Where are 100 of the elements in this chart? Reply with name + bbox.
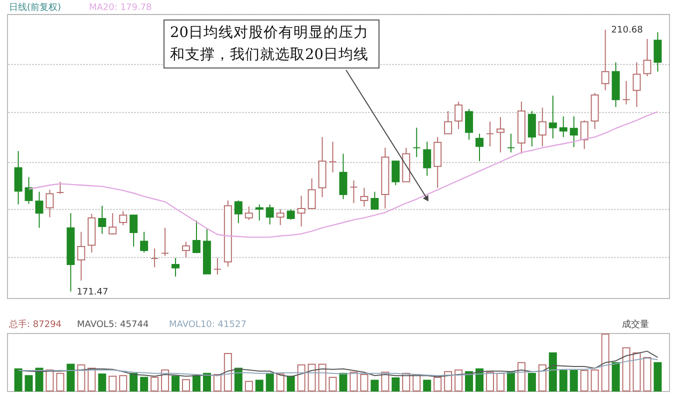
bar (213, 374, 222, 392)
candlestick (548, 95, 557, 139)
text: 成交量 (622, 319, 649, 330)
candlestick (559, 116, 568, 138)
candlestick (538, 107, 546, 147)
candlestick (119, 210, 128, 226)
candlestick (486, 121, 494, 147)
bar (622, 347, 630, 392)
bar (202, 372, 211, 392)
candlestick (276, 208, 284, 226)
annotation: 210.68 (611, 26, 644, 36)
bar (234, 368, 242, 392)
bar (517, 362, 526, 392)
candlestick (266, 204, 274, 225)
bar (423, 380, 432, 392)
candlestick (172, 257, 180, 278)
text: 总手: 87294 (8, 319, 62, 330)
candlestick (392, 160, 400, 186)
bar (370, 380, 379, 392)
bar (506, 372, 515, 392)
candlestick (632, 62, 641, 108)
bar (150, 376, 159, 392)
candlestick (192, 220, 200, 254)
candlestick (350, 180, 358, 204)
candlestick (130, 214, 138, 248)
candlestick (601, 29, 610, 91)
candlestick (654, 32, 662, 72)
bar (528, 372, 536, 392)
bar (14, 368, 22, 392)
candlestick (255, 204, 264, 221)
bar (130, 372, 138, 392)
candlestick (370, 191, 379, 210)
candlestick (328, 141, 337, 173)
bar (434, 376, 442, 392)
candlestick (234, 200, 242, 224)
candlestick (622, 80, 630, 105)
candlestick (643, 38, 652, 77)
bar (590, 369, 599, 392)
text: MA20: 179.78 (89, 3, 152, 13)
candlestick (77, 231, 86, 282)
bar (35, 368, 44, 392)
bar (88, 368, 96, 392)
bar (328, 376, 337, 392)
candlestick (14, 150, 22, 205)
candlestick (360, 187, 368, 207)
bar (192, 375, 200, 392)
candlestick (150, 248, 159, 268)
text: MAVOL10: 41527 (169, 320, 246, 330)
candlestick (35, 191, 44, 228)
bar (339, 372, 348, 392)
bar (444, 371, 452, 392)
bar (486, 372, 494, 392)
candlestick (244, 206, 253, 220)
candlestick (213, 257, 222, 276)
bar (297, 364, 306, 392)
annotation: 171.47 (76, 287, 108, 298)
candlestick (140, 231, 148, 254)
bar (538, 364, 546, 392)
candlestick (297, 195, 306, 227)
bar (77, 364, 86, 392)
candlestick (308, 178, 316, 210)
bar (496, 372, 504, 392)
bar (360, 374, 368, 392)
candlestick (46, 189, 54, 218)
bar (350, 372, 358, 392)
bar (46, 369, 54, 392)
bar (56, 372, 64, 392)
candlestick (454, 101, 463, 130)
candlestick (98, 205, 106, 234)
bar (559, 370, 568, 392)
candlestick (465, 108, 474, 140)
candlestick (56, 181, 64, 194)
bar (182, 379, 190, 392)
candlestick (476, 133, 484, 162)
candlestick (444, 110, 452, 134)
bar (580, 370, 588, 392)
bar (98, 373, 106, 392)
bar (308, 364, 316, 392)
candlestick (161, 227, 170, 256)
bar (172, 376, 180, 392)
candlestick (412, 127, 421, 158)
candlestick (108, 212, 117, 236)
candlestick (496, 116, 504, 153)
bar (224, 352, 232, 392)
candlestick (580, 120, 588, 150)
candlestick (570, 116, 578, 148)
bar (266, 372, 274, 392)
bar (108, 376, 117, 392)
bar (255, 380, 264, 392)
candlestick (339, 153, 348, 200)
bar (454, 369, 463, 392)
bar (244, 380, 253, 392)
bar (643, 356, 652, 392)
bar (601, 334, 610, 392)
candlestick (24, 176, 33, 204)
bar (276, 373, 284, 392)
candlestick (423, 141, 432, 176)
bar (392, 377, 400, 392)
bar (66, 364, 75, 392)
bar (612, 362, 620, 392)
